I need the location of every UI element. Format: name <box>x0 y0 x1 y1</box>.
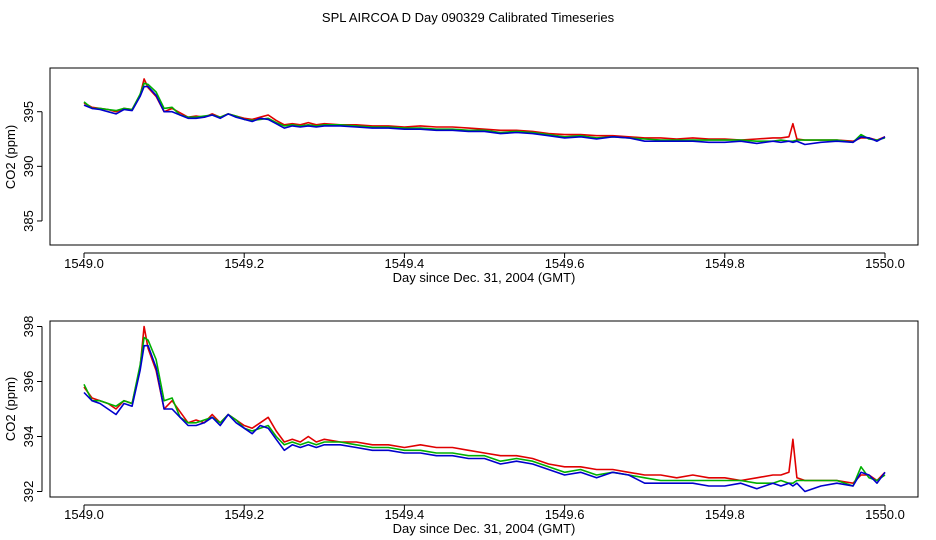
series-line-green <box>83 82 886 144</box>
x-axis: 1549.0 1549.2 1549.4 1549.6 1549.8 1550.0 <box>64 504 905 522</box>
x-tick-label: 1549.2 <box>224 256 264 271</box>
x-axis-label: Day since Dec. 31, 2004 (GMT) <box>393 270 576 285</box>
x-tick-label: 1549.4 <box>385 256 425 271</box>
series-line-red <box>83 78 886 142</box>
series-line-red <box>83 325 886 485</box>
y-axis-label: CO2 (ppm) <box>3 125 18 189</box>
x-tick-label: 1549.6 <box>545 507 585 522</box>
x-tick-label: 1549.2 <box>224 507 264 522</box>
series-layer <box>83 325 886 493</box>
series-line-green <box>83 336 886 487</box>
plot-frame <box>49 67 919 246</box>
x-tick-label: 1549.8 <box>705 256 745 271</box>
y-tick-label: 392 <box>21 481 36 503</box>
series-line-blue <box>83 344 886 493</box>
series-layer <box>83 78 886 146</box>
y-tick-label: 398 <box>21 316 36 338</box>
plot-frame <box>49 320 919 498</box>
y-axis: 392 394 396 398 <box>21 316 43 503</box>
x-axis-label: Day since Dec. 31, 2004 (GMT) <box>393 521 576 536</box>
y-axis-label: CO2 (ppm) <box>3 377 18 441</box>
x-tick-label: 1550.0 <box>865 256 905 271</box>
x-tick-label: 1549.8 <box>705 507 745 522</box>
chart-panel-top: 1549.0 1549.2 1549.4 1549.6 1549.8 1550.0 385… <box>3 67 919 285</box>
series-line-blue <box>83 85 886 146</box>
x-tick-label: 1549.4 <box>385 507 425 522</box>
chart-panel-bottom: 1549.0 1549.2 1549.4 1549.6 1549.8 1550.0 392… <box>3 316 919 536</box>
y-tick-label: 395 <box>21 101 36 123</box>
x-tick-label: 1549.0 <box>64 256 104 271</box>
y-tick-label: 390 <box>21 155 36 177</box>
y-tick-label: 394 <box>21 426 36 448</box>
y-tick-label: 385 <box>21 210 36 232</box>
figure-title: SPL AIRCOA D Day 090329 Calibrated Times… <box>321 10 615 25</box>
x-tick-label: 1549.0 <box>64 507 104 522</box>
y-tick-label: 396 <box>21 371 36 393</box>
y-axis: 385 390 395 <box>21 101 43 232</box>
x-axis: 1549.0 1549.2 1549.4 1549.6 1549.8 1550.0 <box>64 252 905 271</box>
x-tick-label: 1549.6 <box>545 256 585 271</box>
x-tick-label: 1550.0 <box>865 507 905 522</box>
